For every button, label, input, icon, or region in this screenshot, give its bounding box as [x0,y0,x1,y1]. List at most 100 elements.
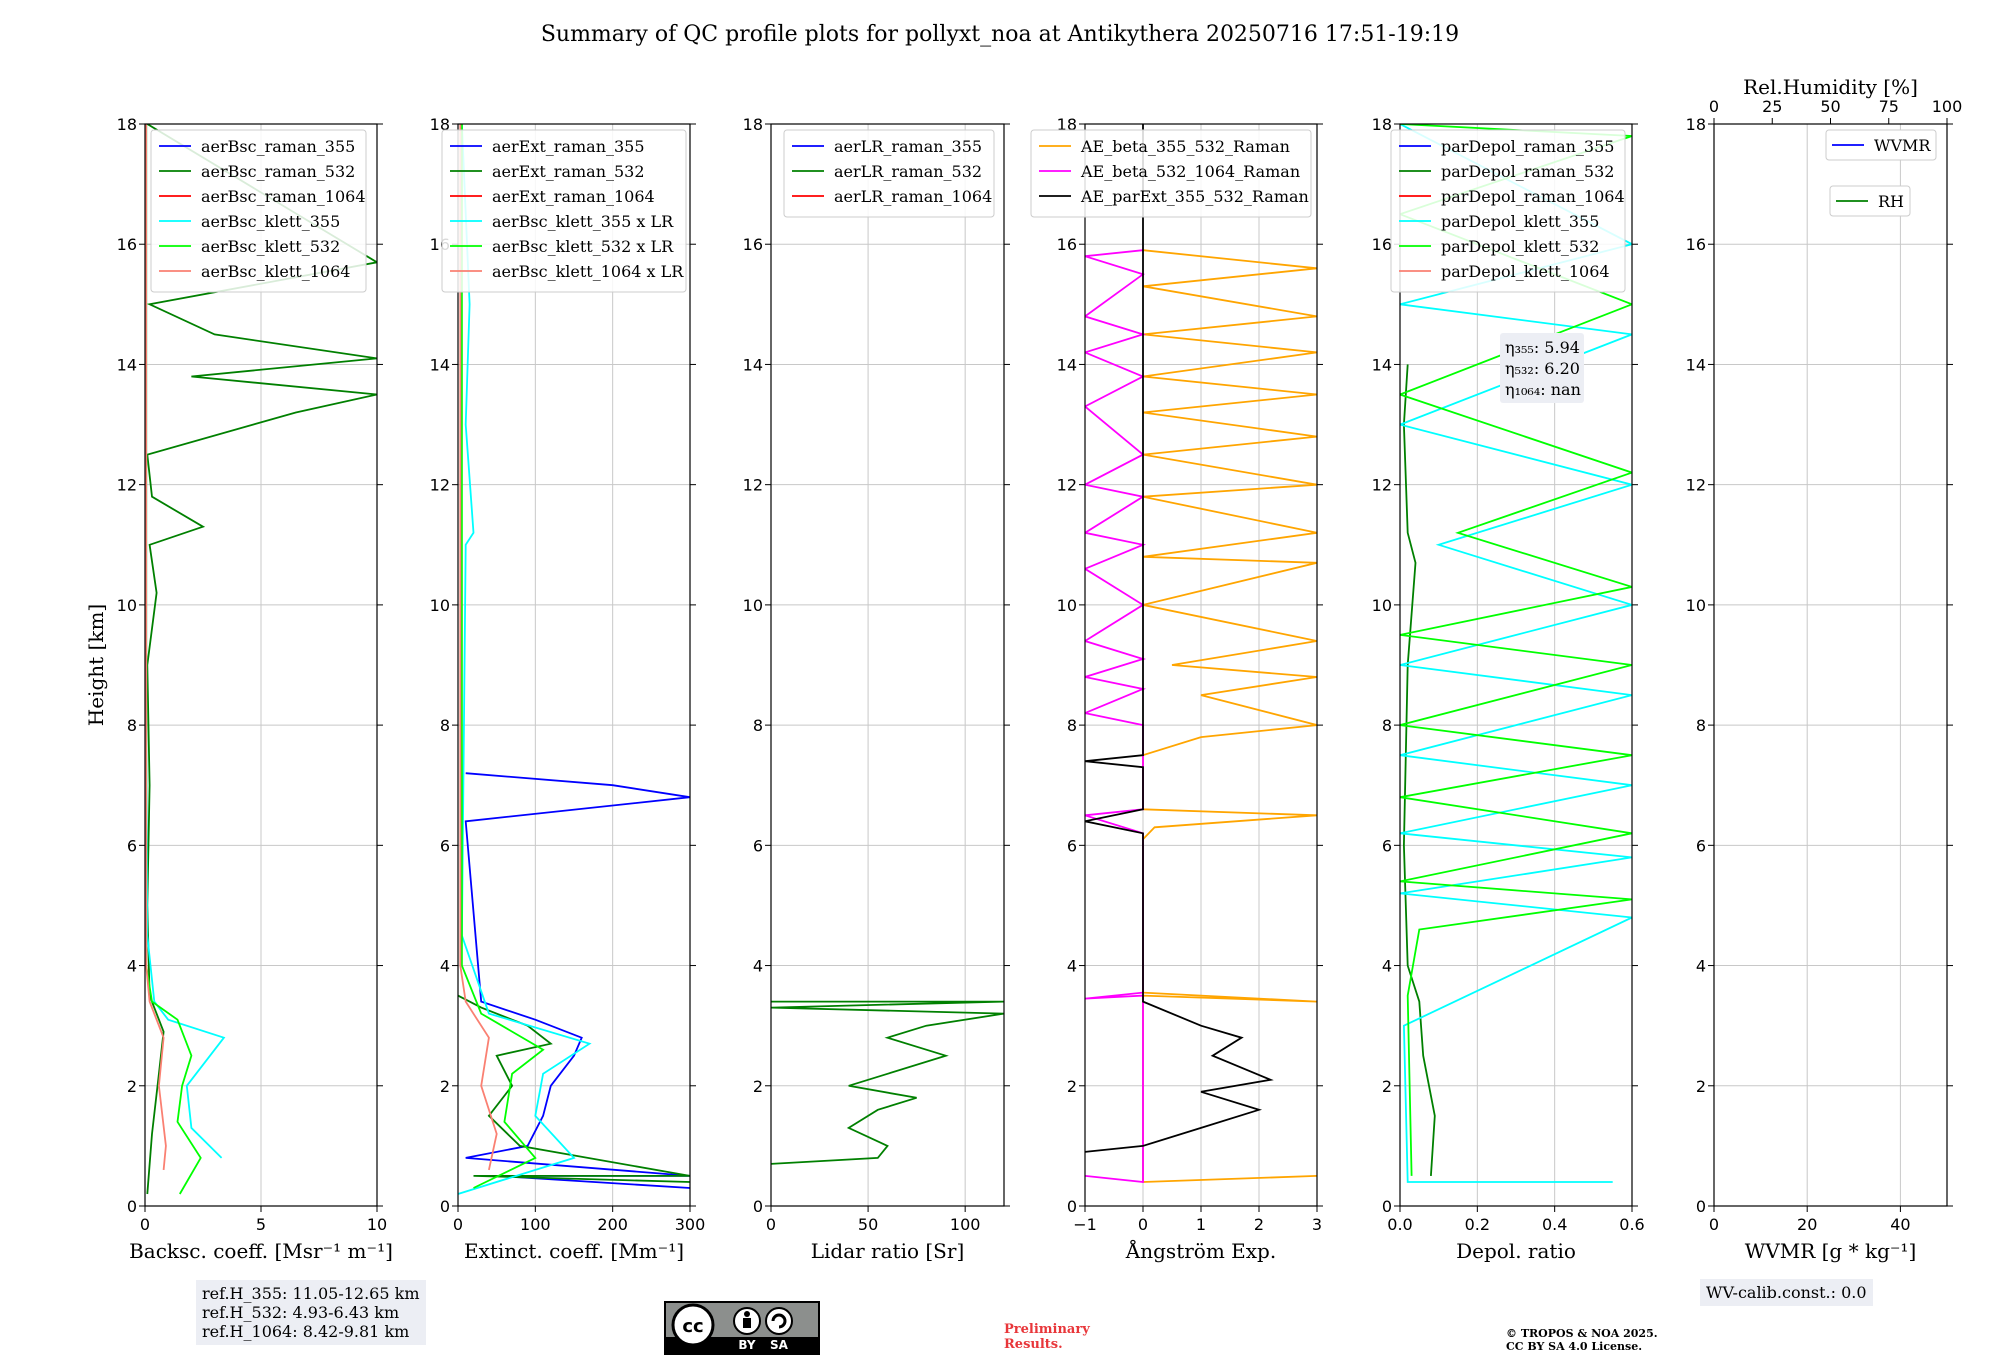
y-tick-label: 10 [1057,596,1077,615]
x-tick-label: 10 [367,1215,387,1234]
series-aerExt_raman_355 [464,772,690,1189]
x-tick-label: 40 [1890,1215,1910,1234]
eta-box [1500,333,1584,403]
legend-lr: aerLR_raman_355 aerLR_raman_532 aerLR_rama… [783,129,995,218]
top-tick-label: 50 [1820,97,1840,116]
legend-box [1825,129,1937,161]
y-tick-label: 18 [1686,115,1706,134]
axes-frame-ext [457,123,691,1207]
y-tick-label: 4 [1382,957,1392,976]
series-group-ae [1085,124,1317,1183]
legend-entry: aerBsc_klett_355 [201,212,340,231]
y-tick-label: 8 [1382,716,1392,735]
y-tick-label: 10 [1686,596,1706,615]
legend-bsc: aerBsc_raman_355 aerBsc_raman_532 aerBsc_r… [150,129,367,293]
legend-entry: aerBsc_raman_532 [201,162,355,181]
x-tick-label: 100 [520,1215,551,1234]
cc-circle-icon [671,1303,715,1347]
x-tick-label: 0 [766,1215,776,1234]
eta-value: η₁₀₆₄: nan [1505,380,1581,399]
x-tick-label: 0 [453,1215,463,1234]
legend-box [1030,129,1312,218]
legend-box [441,129,687,293]
by-text: BY [738,1338,755,1352]
y-tick-label: 4 [1696,957,1706,976]
top-tick-label: 0 [1709,97,1719,116]
grid-ae [1084,123,1318,1207]
legend-entry: aerBsc_klett_1064 [201,262,350,281]
y-tick-label: 8 [753,716,763,735]
y-tick-label: 0 [127,1197,137,1216]
y-tick-label: 8 [440,716,450,735]
y-tick-label: 14 [1686,355,1706,374]
legend-entry: aerBsc_klett_532 x LR [492,237,674,256]
y-tick-label: 16 [1372,235,1392,254]
legend-entry: aerExt_raman_1064 [492,187,655,206]
axes-frame-wv [1713,123,1948,1207]
eta-value: η₃₅₅: 5.94 [1505,338,1580,357]
legend-entry: AE_parExt_355_532_Raman [1080,187,1309,206]
legend-entry: parDepol_raman_532 [1441,162,1614,181]
legend-ext: aerExt_raman_355 aerExt_raman_532 aerExt_r… [441,129,687,293]
y-tick-label: 14 [743,355,763,374]
legend-entry: parDepol_raman_1064 [1441,187,1625,206]
y-tick-label: 10 [430,596,450,615]
legend-box [1390,129,1626,293]
eta-value: η₅₃₂: 6.20 [1505,359,1580,378]
legend-entry: AE_beta_355_532_Raman [1080,137,1290,156]
y-tick-label: 8 [1067,716,1077,735]
series-AE_beta_532_1064_Raman [1085,249,1147,1183]
sa-share-icon [765,1307,793,1335]
y-tick-label: 18 [117,115,137,134]
y-tick-label: 12 [1372,476,1392,495]
ref-heights-box: ref.H_355: 11.05-12.65 km ref.H_532: 4.9… [196,1280,426,1345]
legend-depol: parDepol_raman_355 parDepol_raman_532 parD… [1390,129,1626,293]
y-tick-label: 10 [743,596,763,615]
y-tick-label: 4 [753,957,763,976]
y-tick-label: 18 [1057,115,1077,134]
y-tick-label: 18 [1372,115,1392,134]
y-tick-label: 14 [430,355,450,374]
y-tick-label: 12 [1057,476,1077,495]
y-tick-label: 14 [1057,355,1077,374]
panel-lr: 0 50 100 0 2 4 6 8 10 12 14 16 18 Lidar ratio [Sr] aer… [743,115,1010,1263]
top-tick-label: 25 [1762,97,1782,116]
legend-entry: parDepol_raman_355 [1441,137,1614,156]
legend-entry: aerBsc_raman_1064 [201,187,366,206]
series-aerBsc_klett_1064 x LR [459,124,498,1171]
x-tick-label: −1 [1073,1215,1097,1234]
legend-entry: parDepol_klett_532 [1441,237,1599,256]
y-tick-label: 16 [743,235,763,254]
series-group-depol [1400,124,1632,1183]
y-tick-label: 6 [1067,836,1077,855]
series-group-bsc [145,124,377,1195]
grid-lr [770,123,1004,1207]
wv-calib-box: WV-calib.const.: 0.0 [1700,1279,1873,1306]
y-tick-label: 12 [743,476,763,495]
x-axis-label-ae: Ångström Exp. [1125,1238,1276,1263]
series-aerBsc_klett_355 x LR [458,124,592,1195]
x-tick-label: 50 [858,1215,878,1234]
x-tick-label: 0 [1709,1215,1719,1234]
y-tick-label: 12 [117,476,137,495]
x-tick-label: 300 [675,1215,706,1234]
legend-entry: aerBsc_raman_355 [201,137,355,156]
series-aerLR_raman_532 [771,1000,1004,1165]
x-tick-label: 0.6 [1619,1215,1644,1234]
y-tick-label: 8 [127,716,137,735]
legend-entry: parDepol_klett_1064 [1441,262,1610,281]
y-tick-label: 0 [440,1197,450,1216]
y-tick-label: 10 [1372,596,1392,615]
y-tick-label: 0 [1382,1197,1392,1216]
legend-box [1829,185,1911,217]
eta-annotation: η₃₅₅: 5.94 η₅₃₂: 6.20 η₁₀₆₄: nan [1500,333,1584,403]
x-axis-label-ext: Extinct. coeff. [Mm⁻¹] [464,1239,684,1263]
legend-entry: aerExt_raman_355 [492,137,645,156]
x-axis-label-lr: Lidar ratio [Sr] [811,1239,965,1263]
legend-entry: AE_beta_532_1064_Raman [1080,162,1300,181]
legend-entry: aerLR_raman_355 [834,137,982,156]
x-tick-label: 200 [597,1215,628,1234]
series-aerBsc_raman_532 [146,124,377,1195]
legend-entry: aerLR_raman_1064 [834,187,992,206]
